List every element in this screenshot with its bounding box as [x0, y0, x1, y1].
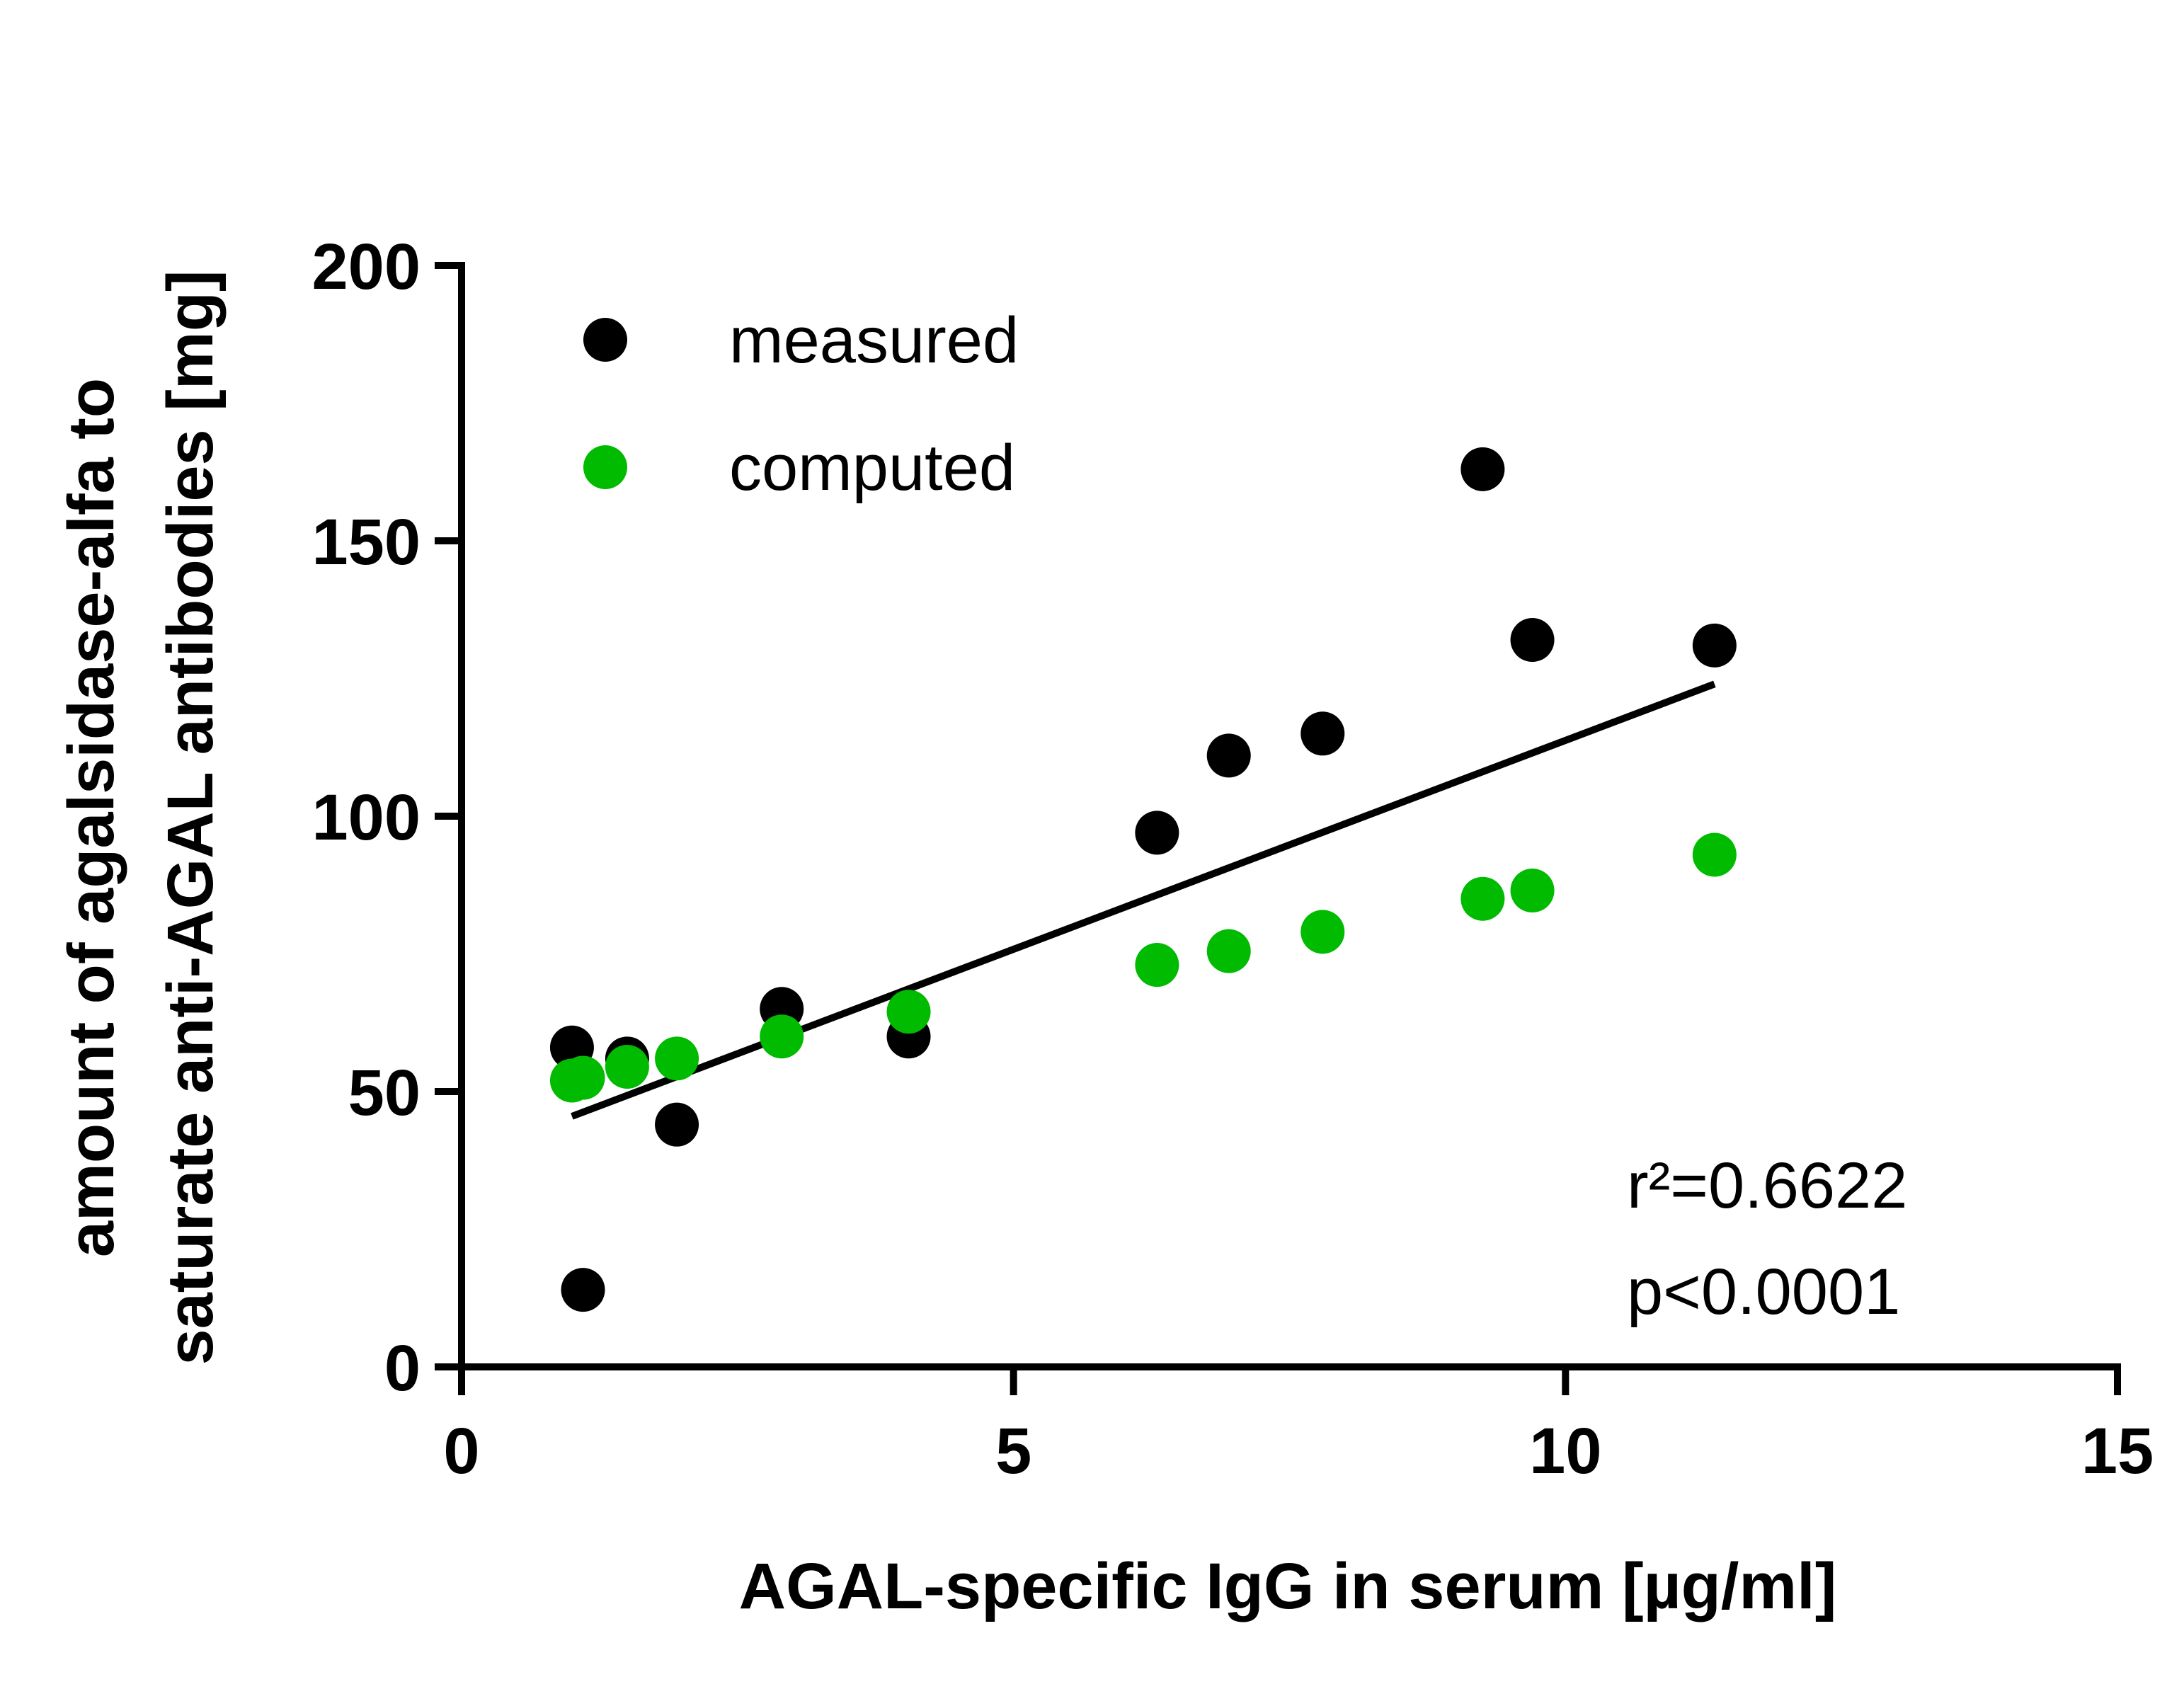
legend: measured computed [583, 304, 1019, 504]
point-computed [1206, 929, 1251, 973]
r-squared-annotation: r²=0.6622 [1627, 1150, 1907, 1222]
p-value-annotation: p<0.0001 [1627, 1256, 1900, 1328]
legend-marker-measured [583, 318, 627, 362]
x-tick-label: 15 [2081, 1415, 2154, 1487]
x-axis-title: AGAL-specific IgG in serum [µg/ml] [739, 1550, 1837, 1622]
point-computed [1692, 832, 1737, 877]
y-tick-label: 0 [384, 1332, 421, 1404]
point-computed [886, 990, 931, 1034]
data-points [549, 447, 1737, 1312]
point-measured [655, 1102, 699, 1147]
x-tick-label: 10 [1529, 1415, 1601, 1487]
y-axis-title-line-2: saturate anti-AGAL antibodies [mg] [154, 270, 227, 1365]
point-computed [1300, 910, 1345, 954]
legend-label-computed: computed [729, 432, 1015, 504]
y-tick-label: 150 [312, 506, 421, 578]
x-tick-label: 0 [443, 1415, 479, 1487]
point-measured [561, 1268, 605, 1312]
point-measured [1510, 618, 1555, 663]
y-axis-title-line-1: amount of agalsidase-alfa to [55, 378, 127, 1257]
point-computed [605, 1044, 649, 1089]
point-computed [1460, 876, 1505, 921]
point-computed [760, 1014, 804, 1059]
point-measured [1460, 447, 1505, 491]
point-computed [561, 1055, 605, 1100]
y-tick-label: 100 [312, 781, 421, 854]
y-ticks: 0 50 100 150 200 [312, 231, 462, 1404]
point-computed [1510, 869, 1555, 913]
point-measured [1206, 733, 1251, 778]
point-measured [1692, 623, 1737, 668]
point-measured [1300, 711, 1345, 756]
x-ticks: 0 5 10 15 [443, 1367, 2154, 1487]
point-computed [1135, 943, 1179, 987]
point-measured [1135, 811, 1179, 855]
y-tick-label: 200 [312, 231, 421, 303]
legend-marker-computed [583, 445, 627, 489]
point-computed [655, 1036, 699, 1081]
legend-label-measured: measured [729, 304, 1019, 377]
x-tick-label: 5 [995, 1415, 1031, 1487]
y-tick-label: 50 [348, 1057, 421, 1129]
